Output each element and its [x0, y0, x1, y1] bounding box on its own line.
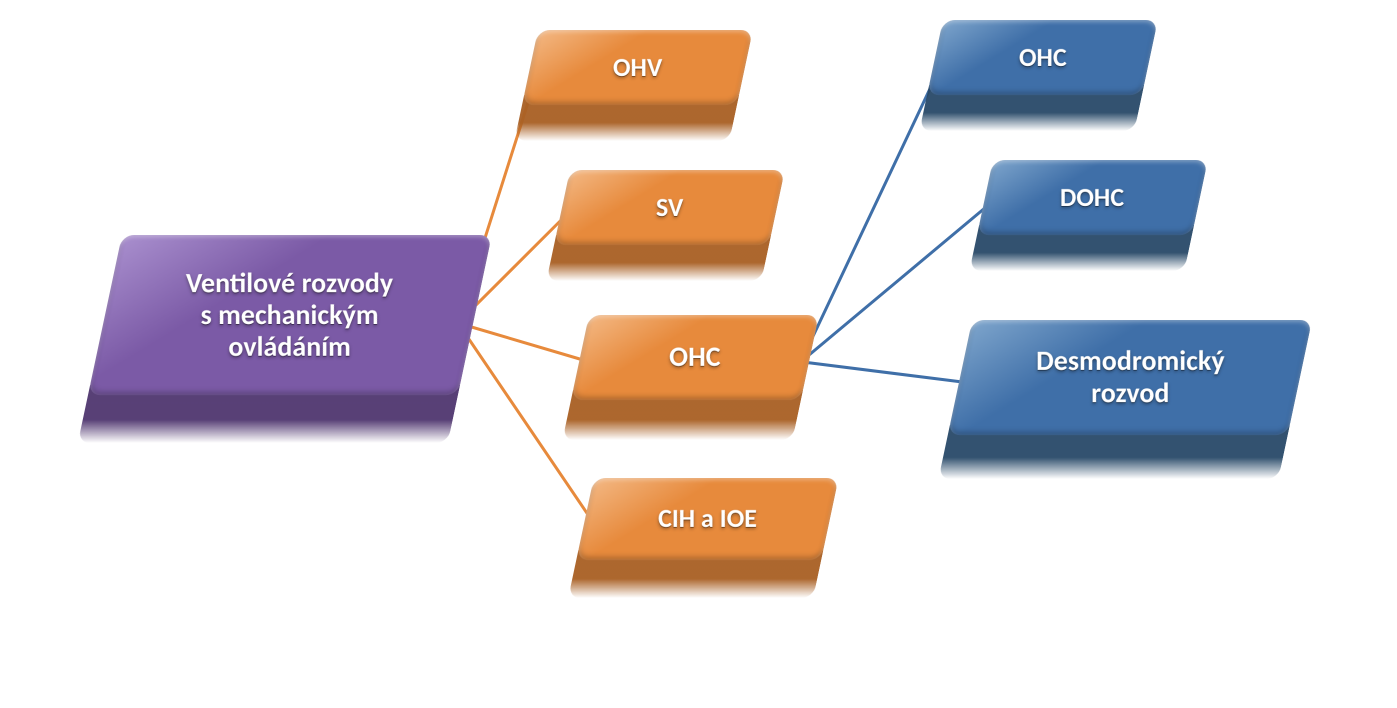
node-label-desmo: Desmodromický rozvod: [1036, 345, 1225, 409]
node-desmo: Desmodromický rozvod: [960, 320, 1300, 435]
node-dohc: DOHC: [985, 160, 1200, 235]
node-label-ohc_mid: OHC: [669, 341, 720, 373]
node-label-ohv: OHV: [613, 53, 662, 83]
node-sv: SV: [562, 170, 777, 245]
node-label-root: Ventilové rozvody s mechanickým ovládání…: [186, 267, 393, 364]
node-ohc_mid: OHC: [580, 315, 810, 400]
node-ohc_r: OHC: [935, 20, 1150, 95]
node-label-sv: SV: [656, 193, 683, 223]
edge-ohc_mid-ohc_r: [801, 61, 943, 362]
node-label-dohc: DOHC: [1060, 183, 1124, 213]
node-root: Ventilové rozvody s mechanickým ovládání…: [105, 235, 475, 395]
node-cih: CIH a IOE: [585, 478, 830, 560]
edge-ohc_mid-desmo: [801, 362, 972, 384]
node-label-cih: CIH a IOE: [658, 504, 757, 534]
node-label-ohc_r: OHC: [1019, 43, 1067, 73]
node-ohv: OHV: [530, 30, 745, 105]
edge-root-ohc_mid: [458, 323, 589, 362]
diagram-stage: Ventilové rozvody s mechanickým ovládání…: [0, 0, 1397, 708]
